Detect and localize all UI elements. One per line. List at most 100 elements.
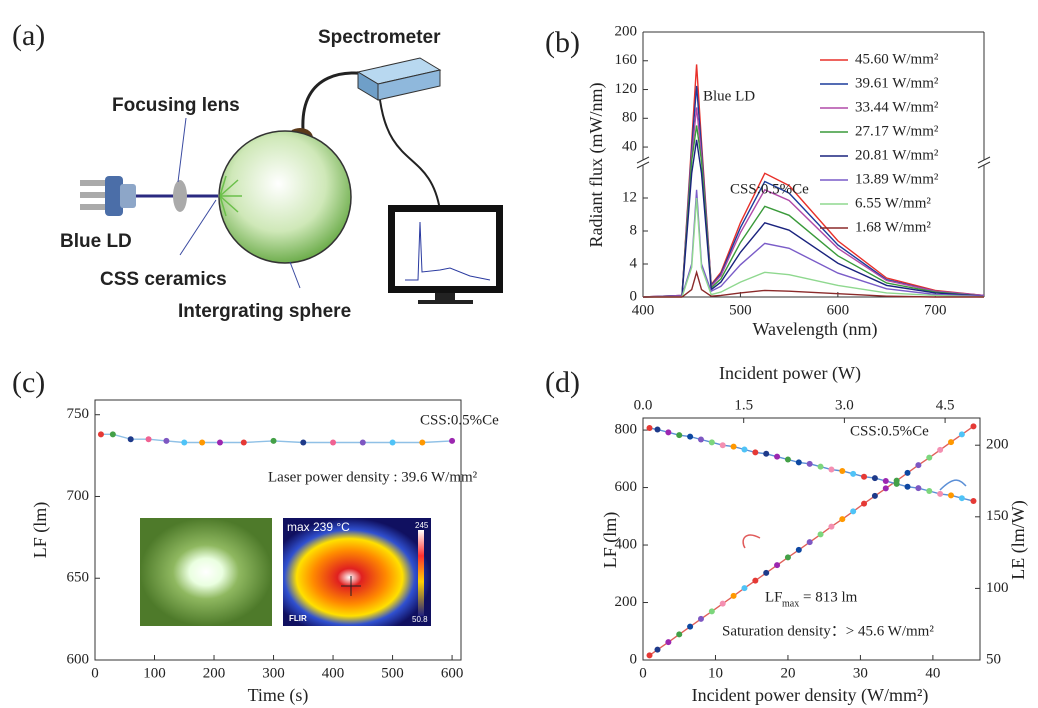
x-tick-label: 400 (322, 665, 345, 681)
y-tick-label: 160 (615, 52, 638, 68)
data-point (948, 492, 954, 498)
annotation: Blue LD (703, 88, 755, 104)
data-point (647, 425, 653, 431)
x-tick-label: 200 (203, 665, 226, 681)
data-point (449, 438, 455, 444)
data-point (850, 471, 856, 477)
data-point (360, 440, 366, 446)
leader (290, 262, 300, 288)
integrating-sphere (219, 131, 351, 263)
panel-label: (b) (545, 26, 580, 59)
label: Focusing lens (112, 95, 240, 116)
data-point (785, 457, 791, 463)
data-point (818, 464, 824, 470)
y-axis-label: LF (lm) (30, 502, 51, 559)
data-point (905, 484, 911, 490)
x-tick-label: 30 (853, 665, 868, 681)
data-point (300, 440, 306, 446)
data-point (861, 501, 867, 507)
x-tick-label: 20 (780, 665, 795, 681)
setup-diagram: (a) Spectrometer Focusing lens Blue LD C… (12, 19, 503, 322)
y-tick-label: 400 (615, 536, 638, 552)
annotation: Saturation density：> 45.6 W/mm² (722, 623, 934, 639)
data-point (665, 639, 671, 645)
y-tick-label: 0 (630, 288, 638, 304)
y2-tick-label: 200 (986, 437, 1009, 453)
data-point (419, 440, 425, 446)
ld-head (120, 184, 136, 208)
x-tick-label: 0 (91, 665, 99, 681)
data-point (807, 539, 813, 545)
label: Blue LD (60, 231, 132, 252)
x-tick-label: 40 (925, 665, 940, 681)
data-point (199, 440, 205, 446)
data-point (741, 585, 747, 591)
data-point (796, 547, 802, 553)
data-point (98, 431, 104, 437)
legend-label: 20.81 W/mm² (855, 147, 939, 163)
annotation: = 813 lm (803, 589, 858, 605)
data-point (731, 444, 737, 450)
x-tick-label: 400 (632, 302, 655, 318)
data-point (970, 423, 976, 429)
y-tick-label: 650 (67, 570, 90, 586)
x2-tick-label: 0.0 (634, 397, 653, 413)
data-point (872, 493, 878, 499)
annotation: LF (765, 589, 783, 605)
data-point (796, 459, 802, 465)
panel-label: (d) (545, 366, 580, 399)
data-point (763, 451, 769, 457)
data-point (807, 461, 813, 467)
x-axis-label: Wavelength (nm) (752, 319, 877, 340)
inset-text: 50.8 (412, 615, 428, 624)
x2-tick-label: 4.5 (936, 397, 955, 413)
data-point (915, 485, 921, 491)
data-point (850, 508, 856, 514)
data-point (839, 468, 845, 474)
legend-label: 27.17 W/mm² (855, 123, 939, 139)
annotation: CSS:0.5%Ce (730, 181, 809, 197)
x2-tick-label: 1.5 (734, 397, 753, 413)
y-tick-label: 200 (615, 594, 638, 610)
axis-arrow (940, 480, 966, 490)
legend-label: 33.44 W/mm² (855, 99, 939, 115)
y-tick-label: 600 (615, 479, 638, 495)
data-point (217, 440, 223, 446)
y2-axis-label: LE (lm/W) (1008, 500, 1029, 579)
data-point (720, 442, 726, 448)
annotation: Laser power density : 39.6 W/mm² (268, 469, 478, 485)
data-point (883, 485, 889, 491)
y-tick-label: 80 (622, 110, 637, 126)
stand (418, 300, 473, 304)
data-point (110, 431, 116, 437)
data-point (741, 447, 747, 453)
data-point (676, 631, 682, 637)
data-point (948, 439, 954, 445)
data-point (720, 601, 726, 607)
color-scale (418, 530, 424, 616)
data-point (687, 434, 693, 440)
legend-label: 1.68 W/mm² (855, 219, 931, 235)
x-tick-label: 0 (639, 665, 647, 681)
y-tick-label: 600 (67, 651, 90, 667)
figure: (a) Spectrometer Focusing lens Blue LD C… (0, 0, 1038, 708)
x-tick-label: 500 (729, 302, 752, 318)
legend-label: 6.55 W/mm² (855, 195, 931, 211)
panel-label: (c) (12, 366, 45, 399)
data-point (709, 439, 715, 445)
y-axis-label: Radiant flux (mW/nm) (586, 83, 607, 248)
inset-text: max 239 °C (287, 520, 350, 534)
data-point (698, 616, 704, 622)
data-point (241, 440, 247, 446)
x-tick-label: 500 (381, 665, 404, 681)
label: Spectrometer (318, 27, 441, 48)
panel-label: (a) (12, 19, 45, 52)
x-axis-label: Time (s) (248, 685, 309, 706)
data-point (709, 608, 715, 614)
data-point (905, 470, 911, 476)
data-point (698, 436, 704, 442)
x-tick-label: 700 (924, 302, 947, 318)
annotation: CSS:0.5%Ce (420, 412, 499, 428)
data-point (872, 475, 878, 481)
data-point (937, 447, 943, 453)
